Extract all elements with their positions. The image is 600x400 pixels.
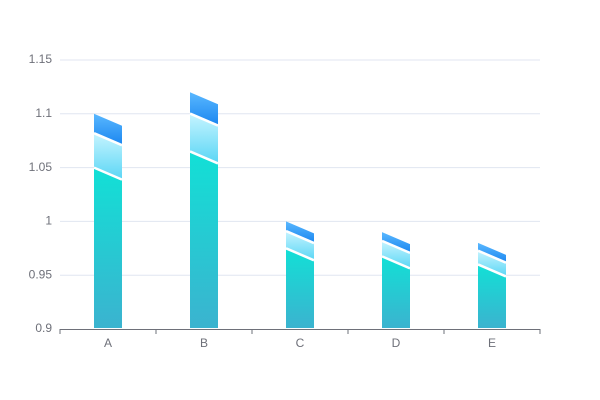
x-tick-label: D — [392, 336, 401, 350]
bar-base — [286, 248, 314, 328]
bar-divider — [189, 150, 219, 165]
bar — [477, 242, 507, 328]
bar-divider — [93, 166, 123, 181]
bar — [93, 113, 123, 328]
x-tick-label: B — [200, 336, 208, 350]
bar-divider — [285, 247, 315, 262]
y-tick-label: 1.05 — [29, 160, 53, 174]
bar-middle — [286, 231, 314, 261]
bar-base — [190, 151, 218, 328]
bar-base — [382, 256, 410, 328]
y-tick-label: 1 — [45, 214, 52, 228]
y-tick-label: 1.15 — [29, 52, 53, 66]
bar — [285, 221, 315, 328]
bar-divider — [381, 255, 411, 270]
bar-top — [190, 92, 218, 126]
x-tick-label: A — [104, 336, 112, 350]
bar-top — [94, 113, 122, 146]
bar-base — [478, 264, 506, 328]
bar-middle — [478, 250, 506, 277]
bar-middle — [190, 113, 218, 164]
bar-middle — [94, 133, 122, 180]
bar-top — [286, 221, 314, 244]
x-tick-label: E — [488, 336, 496, 350]
y-tick-label: 1.1 — [35, 106, 52, 120]
bar — [189, 92, 219, 328]
bar-divider — [477, 249, 507, 264]
bar-top — [478, 242, 506, 263]
bar-divider — [477, 263, 507, 278]
bar-divider — [285, 229, 315, 245]
bar-base — [94, 167, 122, 328]
bar-divider — [189, 112, 219, 127]
bar-middle — [382, 240, 410, 269]
bar-divider — [381, 239, 411, 255]
y-tick-label: 0.95 — [29, 267, 53, 281]
bar-top — [382, 232, 410, 253]
bar — [381, 232, 411, 328]
bar-divider — [93, 132, 123, 147]
x-tick-label: C — [296, 336, 305, 350]
y-tick-label: 0.9 — [35, 321, 52, 335]
